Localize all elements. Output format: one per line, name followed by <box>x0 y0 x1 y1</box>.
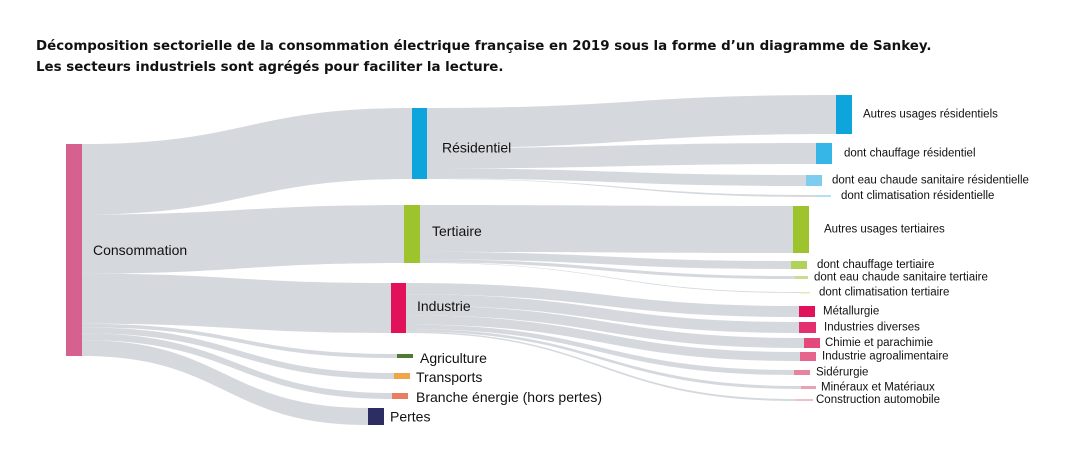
link-industrie-ind_div <box>406 294 799 333</box>
node-label-agriculture: Agriculture <box>420 350 487 366</box>
node-label-mineraux: Minéraux et Matériaux <box>821 382 935 394</box>
node-label-clim_ter: dont climatisation tertiaire <box>819 287 949 299</box>
link-industrie-construction <box>406 331 796 401</box>
node-consommation <box>66 144 82 356</box>
node-ecs_res <box>806 175 822 186</box>
link-residentiel-autres_res <box>427 95 836 149</box>
node-construction <box>796 399 813 401</box>
link-consommation-transports <box>82 327 394 379</box>
node-label-residentiel: Résidentiel <box>442 140 511 156</box>
node-industrie <box>391 283 406 333</box>
node-label-consommation: Consommation <box>93 242 187 258</box>
sankey-labels: Consommation Résidentiel Tertiaire Industri… <box>93 109 1029 425</box>
node-label-chauff_ter: dont chauffage tertiaire <box>817 259 934 271</box>
node-label-construction: Construction automobile <box>816 394 940 406</box>
link-residentiel-ecs_res <box>427 168 806 186</box>
link-industrie-siderurgie <box>406 324 794 375</box>
link-tertiaire-ecs_ter <box>420 259 795 279</box>
title-line-1: Décomposition sectorielle de la consomma… <box>36 39 932 54</box>
node-clim_res <box>815 195 831 197</box>
node-branche <box>392 393 408 399</box>
node-siderurgie <box>794 370 810 375</box>
node-ind_div <box>799 322 816 333</box>
node-autres_ter <box>793 206 809 253</box>
link-industrie-agroal <box>406 315 800 361</box>
node-residentiel <box>412 108 427 179</box>
link-consommation-pertes <box>82 340 368 425</box>
sankey-nodes <box>66 95 852 425</box>
link-tertiaire-chauff_ter <box>420 251 791 269</box>
node-label-clim_res: dont climatisation résidentielle <box>841 190 994 202</box>
link-industrie-mineraux <box>406 328 801 389</box>
link-consommation-residentiel <box>82 108 412 215</box>
link-consommation-industrie <box>82 273 391 333</box>
node-label-ind_div: Industries diverses <box>824 322 920 334</box>
link-consommation-branche <box>82 333 392 399</box>
link-tertiaire-autres_ter <box>420 205 793 253</box>
node-label-industrie: Industrie <box>417 298 471 314</box>
node-clim_ter <box>800 292 810 294</box>
link-tertiaire-clim_ter <box>420 262 800 293</box>
title-line-2: Les secteurs industriels sont agrégés po… <box>36 60 504 75</box>
diagram-title: Décomposition sectorielle de la consomma… <box>36 36 931 78</box>
node-label-agroal: Industrie agroalimentaire <box>822 351 949 363</box>
node-label-chimie: Chimie et parachimie <box>825 337 933 349</box>
node-chimie <box>804 338 820 348</box>
link-residentiel-chauff_res <box>427 143 816 169</box>
node-label-tertiaire: Tertiaire <box>432 223 482 239</box>
node-agriculture <box>397 354 413 358</box>
link-residentiel-clim_res <box>427 178 815 197</box>
node-label-ecs_res: dont eau chaude sanitaire résidentielle <box>832 175 1029 187</box>
node-tertiaire <box>404 205 420 263</box>
node-autres_res <box>836 95 852 134</box>
node-mineraux <box>801 386 816 389</box>
node-label-pertes: Pertes <box>390 409 430 425</box>
node-metallurgie <box>799 306 815 317</box>
node-transports <box>394 373 410 379</box>
node-label-autres_ter: Autres usages tertiaires <box>824 224 945 236</box>
link-industrie-metallurgie <box>406 283 799 317</box>
link-consommation-agriculture <box>82 323 397 358</box>
node-pertes <box>368 408 384 425</box>
link-industrie-chimie <box>406 305 804 348</box>
node-agroal <box>800 352 816 361</box>
node-label-transports: Transports <box>416 369 482 385</box>
node-chauff_res <box>816 143 832 164</box>
node-ecs_ter <box>795 276 808 279</box>
node-label-siderurgie: Sidérurgie <box>816 367 868 379</box>
node-label-ecs_ter: dont eau chaude sanitaire tertiaire <box>814 272 988 284</box>
node-label-chauff_res: dont chauffage résidentiel <box>844 148 976 160</box>
node-chauff_ter <box>791 261 807 269</box>
node-label-branche: Branche énergie (hors pertes) <box>416 389 602 405</box>
sankey-links <box>82 95 836 425</box>
link-consommation-tertiaire <box>82 205 404 274</box>
node-label-metallurgie: Métallurgie <box>823 306 879 318</box>
node-label-autres_res: Autres usages résidentiels <box>863 109 998 121</box>
